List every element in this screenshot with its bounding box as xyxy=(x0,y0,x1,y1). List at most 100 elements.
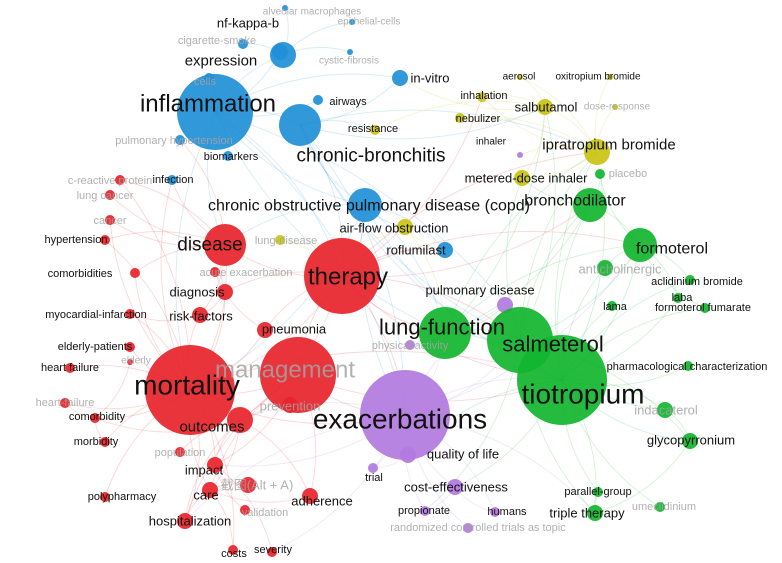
node-cancer[interactable] xyxy=(105,215,115,225)
node-management[interactable] xyxy=(260,337,336,413)
node-umeclidinium[interactable] xyxy=(655,502,665,512)
node-placebo[interactable] xyxy=(595,169,605,179)
node-inhaler[interactable] xyxy=(517,152,523,158)
node-biomarkers[interactable] xyxy=(223,151,233,161)
node-airways[interactable] xyxy=(313,95,323,105)
node-heartfailure2[interactable] xyxy=(60,398,70,408)
node-mi[interactable] xyxy=(125,309,135,319)
node-crp[interactable] xyxy=(115,175,125,185)
node-aerosol[interactable] xyxy=(517,74,523,80)
node-severity[interactable] xyxy=(267,547,277,557)
label-pneumonia: pneumonia xyxy=(262,322,327,337)
label-glycopyrronium: glycopyrronium xyxy=(647,433,735,448)
node-costeff[interactable] xyxy=(447,479,463,495)
node-care[interactable] xyxy=(202,482,218,498)
node-pulmhyp[interactable] xyxy=(175,135,185,145)
node-pharmchar[interactable] xyxy=(683,361,693,371)
node-diagnosis[interactable] xyxy=(217,284,233,300)
node-laba[interactable] xyxy=(673,293,683,303)
node-lungdisease[interactable] xyxy=(275,235,285,245)
node-lungfunction[interactable] xyxy=(419,307,471,359)
label-elderly: elderly xyxy=(121,356,150,367)
node-hospitalization[interactable] xyxy=(177,513,193,529)
node-screenshot[interactable] xyxy=(240,477,256,493)
node-propionate[interactable] xyxy=(420,506,430,516)
node-population[interactable] xyxy=(175,447,185,457)
node-roflumilast[interactable] xyxy=(437,242,453,258)
node-triple[interactable] xyxy=(587,505,603,521)
node-oxitropium[interactable] xyxy=(607,74,613,80)
node-tiotropium[interactable] xyxy=(517,335,607,425)
node-morbidity[interactable] xyxy=(100,437,110,447)
node-comorbidity[interactable] xyxy=(90,413,100,423)
node-inflammation[interactable] xyxy=(177,74,253,150)
node-elderlypatients[interactable] xyxy=(125,342,135,352)
label-riskfactors: risk-factors xyxy=(169,309,233,324)
node-copd[interactable] xyxy=(348,188,382,222)
link-lungfunction-ipratropium xyxy=(444,151,598,334)
node-validation[interactable] xyxy=(240,505,250,515)
node-aclidinium[interactable] xyxy=(685,275,695,285)
label-qol: quality of life xyxy=(427,447,499,462)
node-parallelgroup[interactable] xyxy=(593,487,603,497)
node-outcomes[interactable] xyxy=(227,407,253,433)
node-acuteexac[interactable] xyxy=(210,267,220,277)
node-impact[interactable] xyxy=(207,457,223,473)
node-costs[interactable] xyxy=(228,545,238,555)
node-trial[interactable] xyxy=(368,463,378,473)
node-anticholinergic[interactable] xyxy=(597,260,613,276)
node-disease[interactable] xyxy=(204,224,246,266)
node-inhalation[interactable] xyxy=(477,92,487,102)
node-lama[interactable] xyxy=(607,301,617,311)
node-nebulizer[interactable] xyxy=(455,113,465,123)
node-invitro[interactable] xyxy=(392,70,408,86)
node-chronicbronch[interactable] xyxy=(279,104,321,146)
node-airflow[interactable] xyxy=(397,219,413,235)
label-comorbidity: comorbidity xyxy=(69,411,126,423)
label-trial: trial xyxy=(365,472,383,484)
node-lungcancer[interactable] xyxy=(105,190,115,200)
node-humans[interactable] xyxy=(490,507,500,517)
label-hospitalization: hospitalization xyxy=(149,514,231,529)
node-comorbidities[interactable] xyxy=(130,268,140,278)
node-heartfailure[interactable] xyxy=(65,363,75,373)
node-exacerbations[interactable] xyxy=(360,370,450,460)
node-adherence[interactable] xyxy=(302,488,318,504)
node-formfum[interactable] xyxy=(700,303,710,313)
node-glycopyrronium[interactable] xyxy=(682,433,698,449)
node-mdi[interactable] xyxy=(514,170,530,186)
link-chronicbronch-salbutamol xyxy=(299,106,546,140)
label-invitro: in-vitro xyxy=(410,71,449,86)
label-tiotropium: tiotropium xyxy=(522,379,645,410)
node-polypharmacy[interactable] xyxy=(100,492,110,502)
node-rct[interactable] xyxy=(463,523,473,533)
node-indacaterol[interactable] xyxy=(657,402,673,418)
node-mortality[interactable] xyxy=(145,345,235,435)
node-epithelial[interactable] xyxy=(349,19,355,25)
node-infection[interactable] xyxy=(167,175,177,185)
node-alveolar[interactable] xyxy=(282,5,288,11)
node-expression[interactable] xyxy=(270,42,296,68)
label-aerosol: aerosol xyxy=(503,72,536,83)
node-resistance[interactable] xyxy=(370,125,380,135)
node-riskfactors[interactable] xyxy=(192,307,208,323)
node-bronchodilator[interactable] xyxy=(573,188,607,222)
link-outcomes-comorbidity xyxy=(94,417,241,433)
node-pneumonia[interactable] xyxy=(257,322,273,338)
label-severity: severity xyxy=(254,544,292,556)
label-prevention: prevention xyxy=(260,399,321,414)
node-elderly[interactable] xyxy=(127,359,133,365)
node-formoterol[interactable] xyxy=(623,228,657,262)
node-therapy[interactable] xyxy=(304,238,380,314)
node-salbutamol[interactable] xyxy=(537,99,553,115)
node-cigarette[interactable] xyxy=(238,39,248,49)
node-physical[interactable] xyxy=(405,340,415,350)
node-doseresponse[interactable] xyxy=(612,104,618,110)
label-indacaterol: indacaterol xyxy=(634,403,698,418)
node-hypertension[interactable] xyxy=(100,235,110,245)
label-aclidinium: aclidinium bromide xyxy=(651,276,743,288)
node-cystic[interactable] xyxy=(347,49,353,55)
node-ipratropium[interactable] xyxy=(584,139,610,165)
label-ipratropium: ipratropium bromide xyxy=(542,137,675,154)
